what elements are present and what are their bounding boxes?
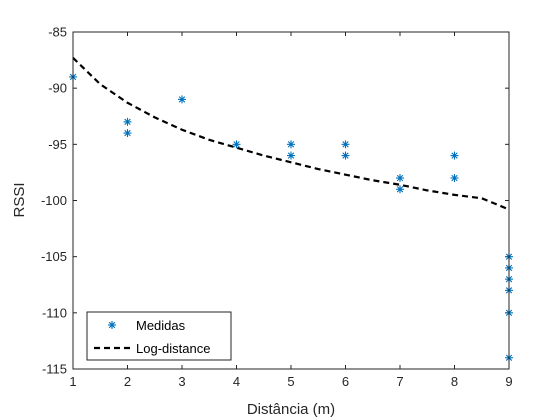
x-tick-label: 1	[69, 374, 76, 389]
data-point-medidas	[341, 140, 350, 149]
y-tick-label: -90	[48, 81, 67, 96]
x-tick-label: 9	[505, 374, 512, 389]
data-point-medidas	[232, 140, 241, 149]
x-tick-label: 7	[396, 374, 403, 389]
series-line-log-distance	[72, 57, 510, 211]
legend-label-medidas: Medidas	[136, 318, 186, 333]
data-point-medidas	[450, 151, 459, 160]
legend: Medidas Log-distance	[86, 311, 232, 361]
x-tick-label: 8	[451, 374, 458, 389]
tick-labels: 1 2 3 4 5 6 7 8 9 -85 -90 -95 -100 -105 -110 -115	[41, 25, 513, 390]
data-point-medidas	[123, 129, 132, 138]
y-tick-label: -105	[41, 249, 67, 264]
x-tick-label: 5	[287, 374, 294, 389]
x-tick-label: 6	[342, 374, 349, 389]
y-tick-label: -110	[42, 305, 67, 320]
legend-marker-medidas	[108, 321, 116, 329]
data-point-medidas	[341, 151, 350, 160]
data-point-medidas	[123, 117, 132, 126]
y-tick-label: -115	[42, 362, 67, 377]
data-point-medidas	[396, 185, 404, 194]
data-point-medidas	[287, 140, 295, 149]
x-tick-label: 2	[124, 374, 131, 389]
x-tick-label: 4	[233, 374, 240, 389]
legend-asterisk	[108, 321, 116, 329]
data-point-medidas	[287, 151, 295, 160]
data-point-medidas	[396, 174, 404, 183]
data-point-medidas	[178, 95, 186, 104]
x-tick-label: 3	[178, 374, 185, 389]
axes-box	[72, 31, 510, 370]
x-axis-label: Distância (m)	[247, 401, 335, 418]
legend-label-log-distance: Log-distance	[136, 341, 210, 356]
y-tick-label: -85	[48, 25, 67, 40]
y-tick-label: -100	[41, 193, 67, 208]
y-tick-label: -95	[48, 137, 67, 152]
data-point-medidas	[450, 174, 459, 183]
legend-box	[86, 311, 232, 361]
y-axis-label: RSSI	[11, 182, 28, 217]
